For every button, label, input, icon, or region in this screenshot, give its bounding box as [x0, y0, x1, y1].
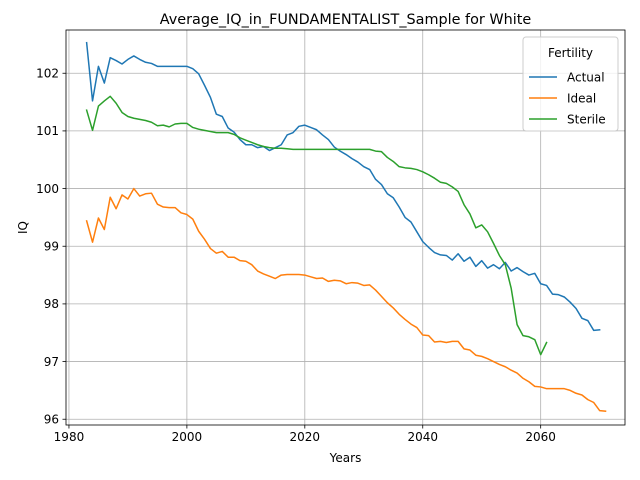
y-tick-label: 98: [44, 297, 59, 311]
x-tick-label: 1980: [54, 430, 85, 444]
legend-entries: Actual Ideal Sterile: [529, 70, 606, 126]
y-tick-label: 102: [36, 66, 59, 80]
chart-title: Average_IQ_in_FUNDAMENTALIST_Sample for …: [160, 12, 532, 28]
series-layer: [85, 41, 607, 412]
x-axis-label: Years: [329, 451, 362, 465]
y-tick-label: 97: [44, 355, 59, 369]
y-tick-label: 101: [36, 124, 59, 138]
legend-frame: [522, 36, 619, 132]
series-line-sterile: [85, 95, 548, 356]
x-tick-label: 2000: [172, 430, 203, 444]
y-tick-label: 99: [44, 239, 59, 253]
y-axis-label: IQ: [16, 221, 30, 234]
legend-label-sterile: Sterile: [567, 112, 606, 126]
x-tick-label: 2040: [407, 430, 438, 444]
legend: Fertility Actual Ideal Sterile: [522, 36, 619, 132]
legend-label-ideal: Ideal: [567, 91, 596, 105]
series-line-ideal: [85, 187, 607, 412]
plot-frame: [65, 29, 626, 426]
grid-layer: [66, 30, 625, 425]
legend-label-actual: Actual: [567, 70, 605, 84]
tick-layer: 1980 2000 2020 2040 2060 96 97 98 99 100 101 102: [36, 66, 556, 444]
series-line-actual: [85, 41, 601, 332]
x-tick-label: 2060: [525, 430, 556, 444]
y-tick-label: 96: [44, 412, 59, 426]
x-tick-label: 2020: [290, 430, 321, 444]
legend-title: Fertility: [548, 46, 593, 60]
y-tick-label: 100: [36, 182, 59, 196]
